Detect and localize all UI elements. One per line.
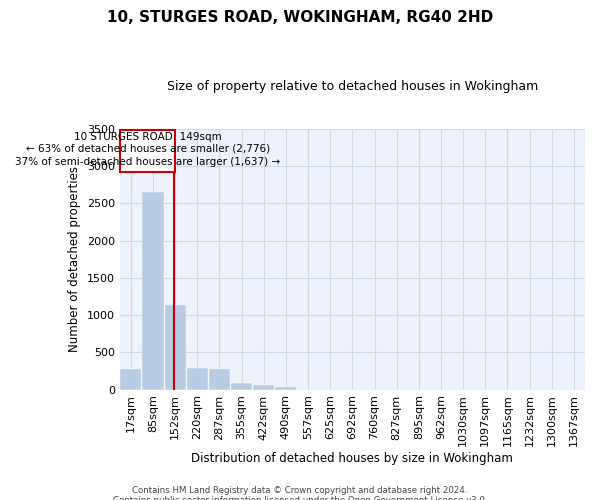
Text: Contains public sector information licensed under the Open Government Licence v3: Contains public sector information licen… [113,496,487,500]
Bar [253,386,274,390]
Text: 37% of semi-detached houses are larger (1,637) →: 37% of semi-detached houses are larger (… [15,156,280,166]
Text: Contains HM Land Registry data © Crown copyright and database right 2024.: Contains HM Land Registry data © Crown c… [132,486,468,495]
FancyBboxPatch shape [120,130,175,172]
Text: 10 STURGES ROAD: 149sqm: 10 STURGES ROAD: 149sqm [74,132,221,142]
Bar [209,368,230,390]
Bar [275,387,296,390]
Bar [121,370,142,390]
X-axis label: Distribution of detached houses by size in Wokingham: Distribution of detached houses by size … [191,452,514,465]
Bar [187,368,208,390]
Text: ← 63% of detached houses are smaller (2,776): ← 63% of detached houses are smaller (2,… [26,144,269,154]
Text: 10, STURGES ROAD, WOKINGHAM, RG40 2HD: 10, STURGES ROAD, WOKINGHAM, RG40 2HD [107,10,493,25]
Y-axis label: Number of detached properties: Number of detached properties [68,166,81,352]
Bar [231,382,252,390]
Bar [142,192,164,390]
Title: Size of property relative to detached houses in Wokingham: Size of property relative to detached ho… [167,80,538,93]
Bar [164,304,185,390]
